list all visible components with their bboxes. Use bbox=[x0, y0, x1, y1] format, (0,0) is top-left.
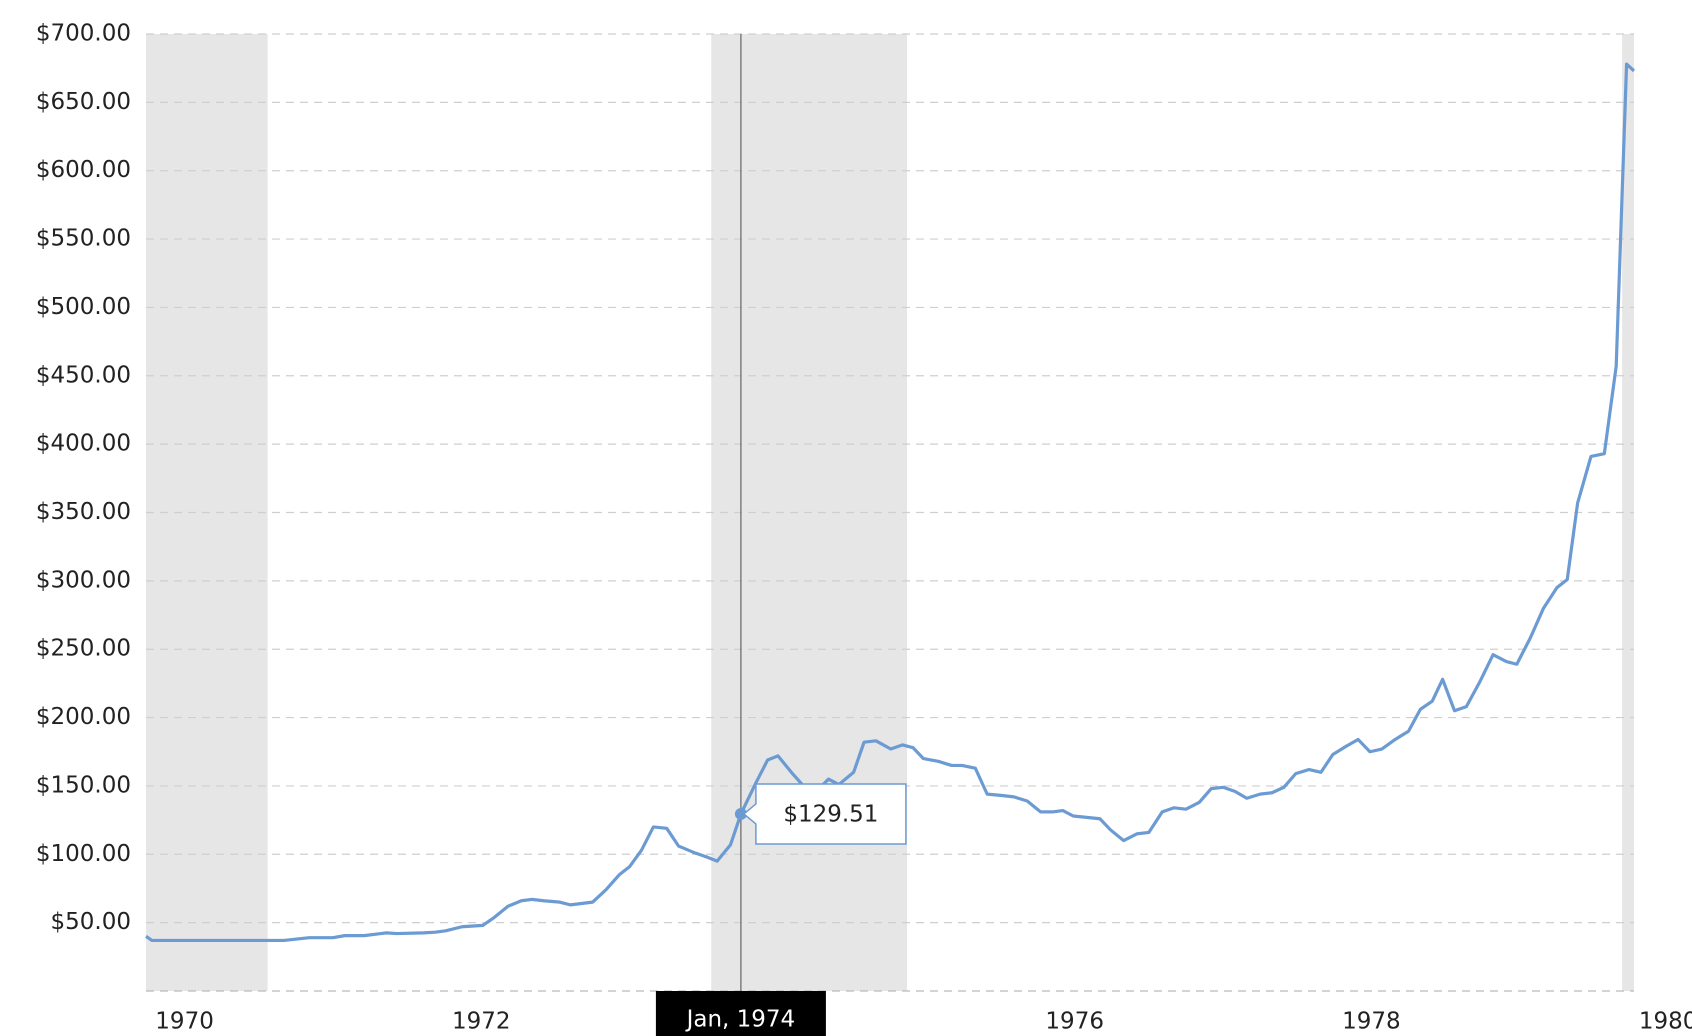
crosshair-x-label-box bbox=[655, 991, 826, 1036]
y-tick-label: $100.00 bbox=[36, 841, 131, 867]
y-tick-label: $200.00 bbox=[36, 704, 131, 730]
y-tick-label: $400.00 bbox=[36, 431, 131, 457]
y-tick-label: $500.00 bbox=[36, 294, 131, 320]
x-tick-label: 1976 bbox=[1045, 1009, 1104, 1035]
y-tick-label: $250.00 bbox=[36, 636, 131, 662]
y-tick-label: $650.00 bbox=[36, 89, 131, 115]
tooltip-box bbox=[742, 783, 907, 845]
y-tick-label: $450.00 bbox=[36, 362, 131, 388]
x-tick-label: 1978 bbox=[1342, 1009, 1401, 1035]
x-tick-label: 1980 bbox=[1639, 1009, 1692, 1035]
y-tick-label: $350.00 bbox=[36, 499, 131, 525]
y-tick-label: $550.00 bbox=[36, 226, 131, 252]
y-tick-label: $150.00 bbox=[36, 772, 131, 798]
crosshair-point bbox=[734, 807, 747, 820]
y-tick-label: $700.00 bbox=[36, 21, 131, 47]
x-tick-label: 1970 bbox=[155, 1009, 214, 1035]
x-tick-label: 1972 bbox=[452, 1009, 511, 1035]
tooltip-value: $129.51 bbox=[783, 801, 878, 827]
y-tick-label: $50.00 bbox=[51, 909, 131, 935]
y-tick-label: $600.00 bbox=[36, 157, 131, 183]
crosshair-x-label: Jan, 1974 bbox=[685, 1007, 796, 1033]
price-line bbox=[145, 62, 1636, 943]
shaded-band bbox=[1622, 34, 1634, 991]
y-tick-label: $300.00 bbox=[36, 567, 131, 593]
